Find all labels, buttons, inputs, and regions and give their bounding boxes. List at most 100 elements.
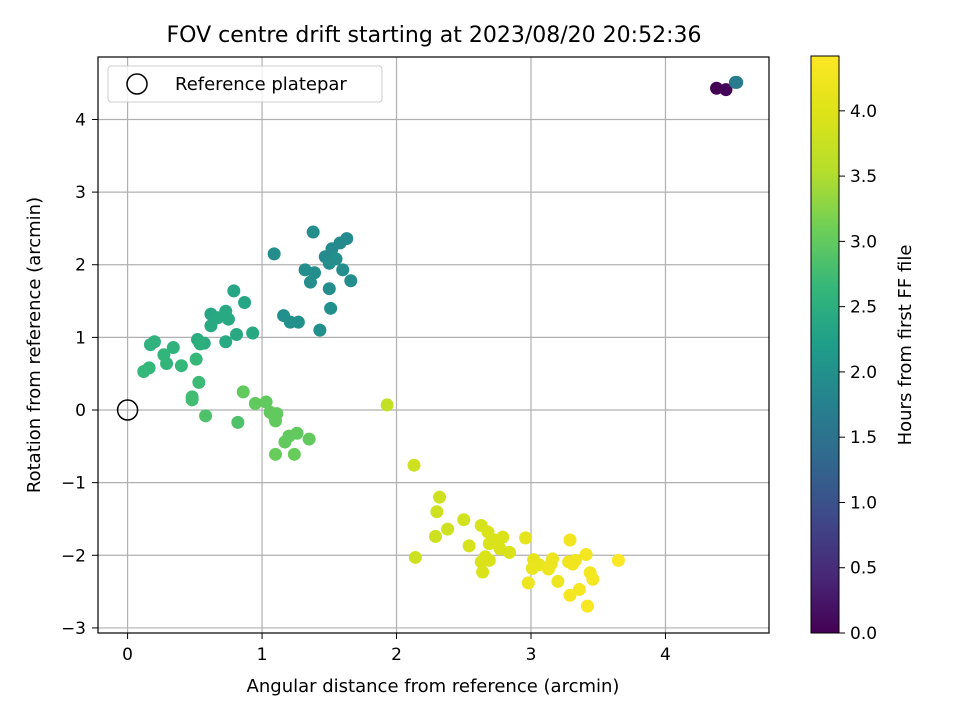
legend-reference-marker bbox=[126, 73, 148, 95]
data-point bbox=[408, 550, 422, 564]
data-point bbox=[380, 398, 394, 412]
data-point bbox=[306, 225, 320, 239]
colorbar-tick-label: 2.5 bbox=[850, 298, 877, 318]
data-point bbox=[231, 415, 245, 429]
data-point bbox=[521, 576, 535, 590]
colorbar-tick-label: 3.0 bbox=[850, 232, 877, 252]
data-point bbox=[246, 326, 260, 340]
data-point bbox=[544, 557, 558, 571]
colorbar bbox=[810, 55, 840, 634]
y-tick-label: 2 bbox=[75, 256, 86, 276]
data-point bbox=[278, 435, 292, 449]
legend-box bbox=[107, 65, 383, 103]
data-point bbox=[290, 426, 304, 440]
data-point bbox=[166, 341, 180, 355]
data-point bbox=[238, 296, 252, 310]
data-point bbox=[227, 284, 241, 298]
legend: Reference platepar bbox=[107, 65, 383, 103]
data-point bbox=[441, 522, 455, 536]
data-point bbox=[429, 529, 443, 543]
y-tick-label: 0 bbox=[75, 401, 86, 421]
data-point bbox=[519, 531, 533, 545]
data-point bbox=[137, 365, 151, 379]
data-point bbox=[189, 352, 203, 366]
data-point bbox=[230, 327, 244, 341]
grid-lines bbox=[98, 57, 769, 633]
data-point bbox=[340, 232, 354, 246]
legend-label: Reference platepar bbox=[175, 74, 347, 95]
reference-marker bbox=[116, 399, 139, 421]
data-point bbox=[476, 565, 490, 579]
colorbar-tick-label: 0.5 bbox=[850, 559, 877, 579]
colorbar-tick-label: 1.5 bbox=[850, 428, 877, 448]
data-point bbox=[324, 301, 338, 315]
data-point bbox=[502, 545, 516, 559]
data-point bbox=[457, 513, 471, 527]
data-point bbox=[551, 574, 565, 588]
data-point bbox=[580, 599, 594, 613]
data-point bbox=[336, 263, 350, 277]
data-point bbox=[221, 312, 235, 326]
data-point bbox=[430, 505, 444, 519]
data-point bbox=[185, 393, 199, 407]
plot-frame bbox=[97, 56, 770, 634]
x-tick-label: 1 bbox=[257, 645, 268, 665]
y-tick-label: 3 bbox=[75, 183, 86, 203]
data-point bbox=[572, 582, 586, 596]
y-axis-label: Rotation from reference (arcmin) bbox=[24, 197, 45, 493]
x-tick-label: 0 bbox=[122, 645, 133, 665]
colorbar-label: Hours from first FF file bbox=[895, 245, 916, 446]
data-point bbox=[566, 557, 580, 571]
colorbar-tick-label: 2.0 bbox=[850, 363, 877, 383]
colorbar-ticks: 0.0 0.5 1.0 1.5 2.0 2.5 3.0 3.5 4.0 bbox=[839, 102, 877, 644]
x-tick-label: 4 bbox=[660, 645, 671, 665]
data-point bbox=[322, 256, 336, 270]
data-point bbox=[611, 553, 625, 567]
data-points bbox=[137, 75, 744, 613]
data-point bbox=[563, 588, 577, 602]
y-tick-label: −2 bbox=[61, 546, 86, 566]
chart-title: FOV centre drift starting at 2023/08/20 … bbox=[167, 23, 702, 48]
data-point bbox=[291, 315, 305, 329]
data-point bbox=[407, 458, 421, 472]
data-point bbox=[303, 275, 317, 289]
data-point bbox=[344, 274, 358, 288]
data-point bbox=[730, 75, 744, 89]
data-point bbox=[322, 282, 336, 296]
x-axis-ticks: 0 1 2 3 4 bbox=[122, 633, 671, 665]
data-point bbox=[192, 375, 206, 389]
data-point bbox=[236, 385, 250, 399]
y-tick-label: −1 bbox=[61, 474, 86, 494]
data-point bbox=[259, 395, 273, 409]
data-point bbox=[586, 572, 600, 586]
data-point bbox=[248, 396, 262, 410]
data-point bbox=[462, 539, 476, 553]
data-point bbox=[719, 83, 733, 97]
data-point bbox=[482, 553, 496, 567]
data-point bbox=[219, 335, 233, 349]
colorbar-tick-label: 0.0 bbox=[850, 624, 877, 644]
data-point bbox=[160, 357, 174, 371]
x-tick-label: 3 bbox=[526, 645, 537, 665]
data-point bbox=[313, 323, 327, 337]
y-axis-ticks: −3 −2 −1 0 1 2 3 4 bbox=[61, 110, 98, 639]
data-point bbox=[199, 409, 213, 423]
y-tick-label: 4 bbox=[75, 110, 86, 130]
colorbar-tick-label: 4.0 bbox=[850, 102, 877, 122]
y-tick-label: −3 bbox=[61, 619, 86, 639]
y-tick-label: 1 bbox=[75, 328, 86, 348]
data-point bbox=[287, 447, 301, 461]
data-point bbox=[433, 490, 447, 504]
x-tick-label: 2 bbox=[391, 645, 402, 665]
colorbar-tick-label: 1.0 bbox=[850, 493, 877, 513]
data-point bbox=[525, 561, 539, 575]
reference-point bbox=[116, 399, 139, 421]
data-point bbox=[563, 533, 577, 547]
colorbar-tick-label: 3.5 bbox=[850, 167, 877, 187]
data-point bbox=[204, 319, 218, 333]
data-point bbox=[482, 537, 496, 551]
data-point bbox=[193, 337, 207, 351]
data-point bbox=[579, 548, 593, 562]
x-axis-label: Angular distance from reference (arcmin) bbox=[247, 676, 620, 697]
